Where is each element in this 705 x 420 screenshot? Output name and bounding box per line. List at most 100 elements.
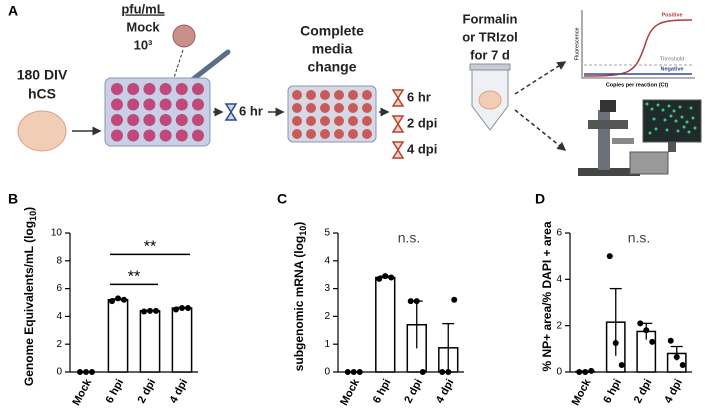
data-point — [674, 354, 680, 360]
data-point — [619, 362, 625, 368]
well — [111, 99, 123, 111]
media-change: media — [312, 41, 353, 57]
x-tick-label: 6 hpi — [371, 377, 394, 405]
y-tick-label: 3 — [324, 283, 330, 294]
well — [143, 114, 155, 126]
data-point — [451, 297, 457, 303]
well — [127, 99, 139, 111]
x-tick-label: 2 dpi — [136, 377, 159, 405]
well — [292, 129, 302, 139]
data-point — [680, 362, 686, 368]
well — [160, 83, 172, 95]
well — [176, 130, 188, 142]
data-point — [582, 369, 588, 375]
inoculum-unit: pfu/mL — [121, 1, 164, 16]
data-point — [588, 368, 594, 374]
well — [192, 99, 204, 111]
y-axis-label-text: Genome Equivalents/mL (log — [22, 221, 36, 386]
y-axis-label-end: ) — [292, 222, 306, 226]
y-tick-label: 0 — [556, 367, 562, 378]
organoid — [479, 91, 501, 109]
well — [176, 83, 188, 95]
y-axis-label: % NP+ area/% DAPI + area — [540, 221, 554, 371]
x-tick-label: 4 dpi — [168, 377, 191, 405]
cell — [651, 108, 654, 111]
data-point — [89, 369, 95, 375]
data-point — [153, 308, 159, 314]
cell — [694, 127, 697, 130]
data-point — [607, 253, 613, 259]
cell — [657, 104, 660, 107]
cell — [662, 109, 665, 112]
well — [348, 116, 358, 126]
well — [176, 114, 188, 126]
well — [348, 90, 358, 100]
x-tick-label: Mock — [70, 376, 94, 407]
well — [292, 103, 302, 113]
y-tick-label: 2 — [556, 320, 562, 331]
cell — [683, 126, 686, 129]
data-point — [121, 297, 127, 303]
legend-positive: Positive — [661, 12, 682, 18]
data-point — [357, 369, 363, 375]
y-tick-label: 10 — [51, 228, 63, 239]
significance-label: n.s. — [398, 230, 421, 246]
x-axis-label: Copies per reaction (Ct) — [606, 82, 669, 88]
y-tick-label: 6 — [556, 228, 562, 239]
organoid-label: 180 DIV — [17, 67, 68, 83]
panel-label: A — [8, 3, 18, 19]
data-point — [382, 273, 388, 279]
y-tick-label: 4 — [56, 311, 62, 322]
media-change: Complete — [300, 23, 364, 39]
legend-negative: Negative — [661, 66, 684, 72]
data-point — [115, 295, 121, 301]
well — [143, 83, 155, 95]
x-tick-label: 2 dpi — [632, 377, 655, 405]
cell — [646, 103, 649, 106]
arrow — [515, 110, 565, 150]
data-point — [408, 298, 414, 304]
x-tick-label: 4 dpi — [662, 377, 685, 405]
cell — [670, 115, 673, 118]
data-point — [414, 298, 420, 304]
organoid — [18, 111, 66, 151]
well — [320, 129, 330, 139]
data-point — [643, 327, 649, 333]
inoculum-mock: Mock — [126, 19, 160, 34]
data-point — [613, 340, 619, 346]
x-tick-label: 6 hpi — [104, 377, 127, 405]
y-tick-label: 2 — [324, 311, 330, 322]
well — [362, 129, 372, 139]
hourglass — [393, 90, 403, 106]
y-tick-label: 0 — [324, 367, 330, 378]
well — [334, 129, 344, 139]
qpcr-plot: Positive Threshold Negative Fluorescence… — [574, 10, 695, 88]
data-point — [668, 338, 674, 344]
hourglass — [226, 104, 236, 120]
y-tick-label: 4 — [324, 255, 330, 266]
well — [127, 83, 139, 95]
cell — [668, 105, 671, 108]
data-point — [351, 369, 357, 375]
x-tick-label: 2 dpi — [402, 377, 425, 405]
panel-label: D — [535, 191, 545, 207]
well — [320, 103, 330, 113]
y-tick-label: 8 — [56, 255, 62, 266]
well — [292, 90, 302, 100]
data-point — [345, 369, 351, 375]
y-axis-label: subgenomic mRNA (log10) — [292, 222, 308, 372]
data-point — [141, 309, 147, 315]
y-axis-label-text: subgenomic mRNA (log — [292, 236, 306, 372]
cell — [686, 121, 689, 124]
cell — [664, 119, 667, 122]
well — [192, 114, 204, 126]
well — [143, 130, 155, 142]
fixation: or TRIzol — [462, 29, 518, 44]
data-point — [637, 320, 643, 326]
timepoint: 2 dpi — [407, 115, 437, 130]
y-tick-label: 2 — [56, 339, 62, 350]
y-tick-label: 1 — [324, 339, 330, 350]
well — [292, 116, 302, 126]
cell — [688, 131, 691, 134]
data-point — [147, 308, 153, 314]
